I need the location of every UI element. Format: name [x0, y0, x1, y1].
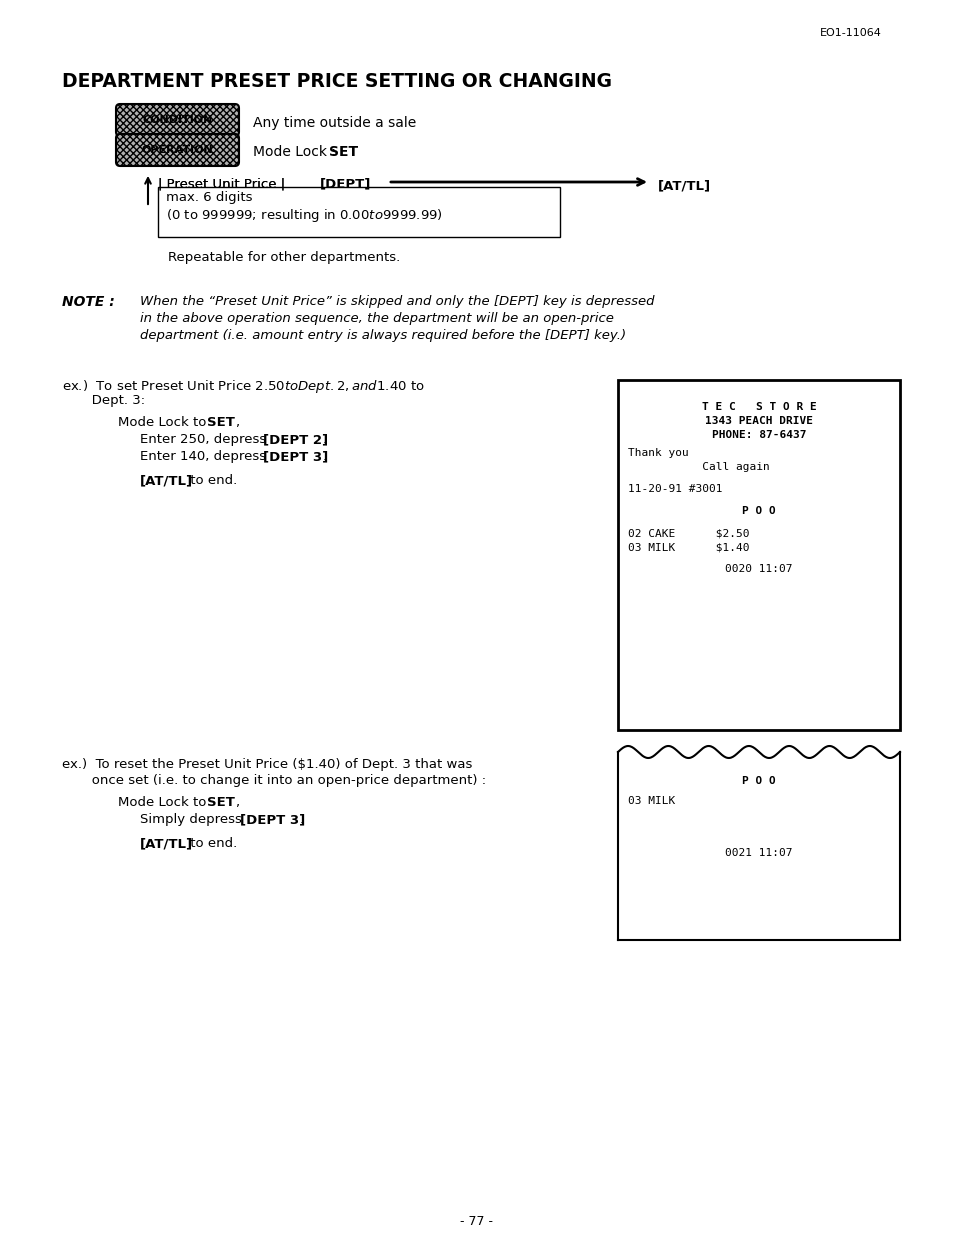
Text: 03 MILK: 03 MILK [627, 795, 675, 807]
Text: [DEPT]: [DEPT] [319, 177, 371, 190]
Text: OPERATION: OPERATION [141, 145, 213, 155]
Text: ,: , [234, 795, 239, 809]
Text: department (i.e. amount entry is always required before the [DEPT] key.): department (i.e. amount entry is always … [140, 330, 625, 342]
Text: CONDITION: CONDITION [142, 115, 213, 125]
Text: SET: SET [207, 416, 234, 429]
Text: Repeatable for other departments.: Repeatable for other departments. [168, 252, 400, 264]
Text: .: . [323, 432, 327, 446]
Text: [AT/TL]: [AT/TL] [140, 475, 193, 487]
Text: max. 6 digits: max. 6 digits [166, 191, 253, 204]
Text: Dept. 3:: Dept. 3: [62, 394, 145, 406]
Text: Call again: Call again [627, 462, 769, 472]
Text: to end.: to end. [186, 838, 237, 850]
Text: Enter 140, depress: Enter 140, depress [140, 450, 270, 463]
Text: 11-20-91 #3001: 11-20-91 #3001 [627, 484, 721, 494]
Text: SET: SET [329, 145, 357, 159]
Text: PHONE: 87-6437: PHONE: 87-6437 [711, 430, 805, 440]
Bar [158, 187, 559, 237]
Text: 02 CAKE      $2.50: 02 CAKE $2.50 [627, 528, 749, 538]
Text: | Preset Unit Price |: | Preset Unit Price | [158, 177, 289, 190]
Text: [DEPT 2]: [DEPT 2] [263, 432, 328, 446]
Text: SET: SET [207, 795, 234, 809]
Text: [AT/TL]: [AT/TL] [140, 838, 193, 850]
FancyBboxPatch shape [116, 134, 239, 166]
Text: P O O: P O O [741, 776, 775, 786]
Text: 03 MILK      $1.40: 03 MILK $1.40 [627, 541, 749, 553]
Text: - 77 -: - 77 - [460, 1215, 493, 1228]
Text: .: . [299, 813, 304, 826]
Text: (0 to 999999; resulting in $0.00 to $9999.99): (0 to 999999; resulting in $0.00 to $999… [166, 207, 442, 224]
Text: ex.)  To set Preset Unit Price $2.50 to Dept. 2, and $1.40 to: ex.) To set Preset Unit Price $2.50 to D… [62, 378, 424, 395]
Text: NOTE :: NOTE : [62, 295, 114, 309]
Text: 0021 11:07: 0021 11:07 [724, 847, 792, 857]
Text: Mode Lock to: Mode Lock to [118, 795, 211, 809]
Text: Thank you: Thank you [627, 449, 688, 458]
Text: once set (i.e. to change it into an open-price department) :: once set (i.e. to change it into an open… [62, 774, 486, 787]
Text: [DEPT 3]: [DEPT 3] [240, 813, 305, 826]
Text: .: . [323, 450, 327, 463]
Text: 0020 11:07: 0020 11:07 [724, 564, 792, 574]
Bar [618, 380, 899, 730]
Text: ,: , [234, 416, 239, 429]
Text: Mode Lock :: Mode Lock : [253, 145, 340, 159]
Text: in the above operation sequence, the department will be an open-price: in the above operation sequence, the dep… [140, 312, 613, 325]
Text: EO1-11064: EO1-11064 [820, 28, 881, 38]
Text: Any time outside a sale: Any time outside a sale [253, 116, 416, 130]
Text: [DEPT 3]: [DEPT 3] [263, 450, 328, 463]
Text: ex.)  To reset the Preset Unit Price ($1.40) of Dept. 3 that was: ex.) To reset the Preset Unit Price ($1.… [62, 758, 472, 771]
Text: | Preset Unit Price |: | Preset Unit Price | [158, 177, 289, 190]
Text: When the “Preset Unit Price” is skipped and only the [DEPT] key is depressed: When the “Preset Unit Price” is skipped … [140, 295, 654, 309]
Text: [AT/TL]: [AT/TL] [658, 178, 710, 192]
FancyBboxPatch shape [116, 104, 239, 136]
Text: P O O: P O O [741, 506, 775, 515]
Text: 1343 PEACH DRIVE: 1343 PEACH DRIVE [704, 416, 812, 426]
Text: T E C   S T O R E: T E C S T O R E [700, 401, 816, 413]
Text: Simply depress: Simply depress [140, 813, 246, 826]
Text: Enter 250, depress: Enter 250, depress [140, 432, 271, 446]
Text: to end.: to end. [186, 475, 237, 487]
Text: Mode Lock to: Mode Lock to [118, 416, 211, 429]
Text: DEPARTMENT PRESET PRICE SETTING OR CHANGING: DEPARTMENT PRESET PRICE SETTING OR CHANG… [62, 72, 612, 90]
